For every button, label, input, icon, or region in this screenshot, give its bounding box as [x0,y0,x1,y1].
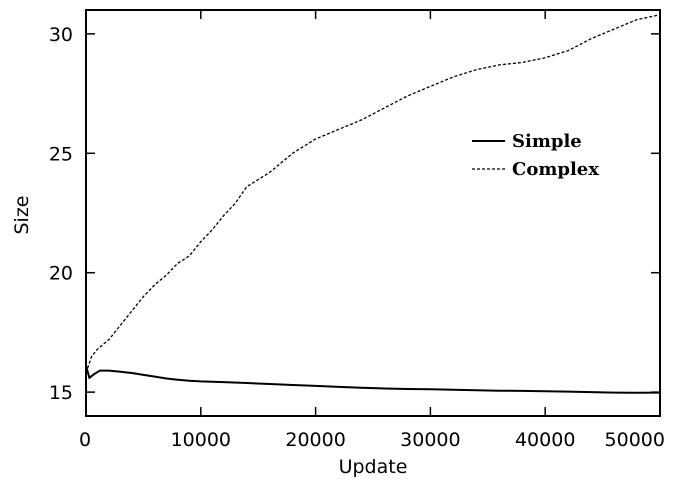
plot-frame [85,9,661,417]
legend: Simple Complex [472,131,599,180]
y-tick-label: 30 [49,24,73,46]
x-tick-label: 50000 [605,429,665,451]
x-tick-label: 0 [79,429,91,451]
y-tick-label: 20 [49,263,73,285]
y-axis-title: Size [11,195,33,234]
series-line-simple [85,365,661,394]
ticks-layer: 0 10000 20000 30000 40000 50000 15 20 25 30 [49,10,665,451]
series-layer [85,14,661,394]
x-tick-label: 30000 [400,429,460,451]
x-tick-label: 40000 [515,429,575,451]
legend-label-simple: Simple [512,131,582,152]
y-tick-label: 15 [49,382,73,404]
x-axis-title: Update [339,456,408,478]
x-tick-label: 10000 [171,429,231,451]
y-tick-label: 25 [49,143,73,165]
x-tick-label: 20000 [285,429,345,451]
legend-label-complex: Complex [512,159,599,180]
series-line-complex [85,14,661,374]
